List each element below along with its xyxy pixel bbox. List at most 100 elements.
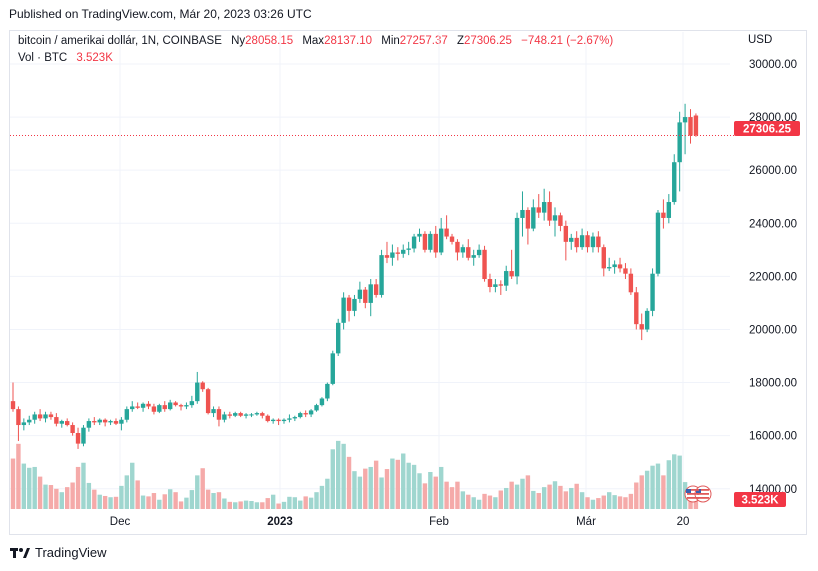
candle-body [243, 414, 249, 416]
price-tick-label: 30000.00 [749, 59, 797, 71]
time-tick-label: 2023 [267, 516, 293, 528]
candle-body [411, 236, 417, 249]
candle [384, 241, 390, 264]
candle [482, 245, 487, 282]
price-tick-label: 16000.00 [749, 431, 797, 443]
candle-body [449, 236, 455, 242]
candle [157, 403, 162, 414]
volume-value: 3.523K [76, 52, 113, 64]
volume-bar [319, 485, 325, 509]
candle-body [10, 401, 16, 410]
candle [525, 207, 531, 245]
candle [270, 418, 276, 424]
candle [325, 382, 330, 402]
candle [644, 308, 650, 333]
candle [590, 232, 596, 253]
chart-frame[interactable] [9, 30, 807, 535]
close-value: 27306.25 [463, 35, 512, 47]
candle [211, 406, 216, 418]
volume-bar [298, 500, 303, 509]
candle [666, 194, 672, 224]
candle-body [607, 267, 612, 269]
candle-body [81, 427, 86, 444]
candle [216, 406, 222, 427]
volume-bar [108, 497, 113, 509]
candle-body [476, 249, 482, 256]
volume-bar [607, 492, 612, 509]
candle [303, 410, 308, 418]
candle [612, 260, 617, 274]
candle-body [151, 406, 157, 412]
volume-bar [547, 484, 552, 509]
volume-bar [661, 475, 666, 509]
candle [238, 411, 243, 418]
volume-bar [81, 462, 86, 509]
volume-bar [579, 492, 585, 509]
candle [222, 411, 227, 423]
volume-bar [498, 490, 503, 509]
volume-bar [623, 497, 628, 509]
volume-bar [487, 495, 493, 509]
candle-body [200, 382, 205, 390]
candle [585, 231, 590, 253]
candle [70, 422, 75, 436]
volume-bar [476, 499, 482, 509]
candle-body [233, 413, 238, 416]
volume-bar [54, 488, 59, 509]
volume-bar [32, 466, 37, 509]
volume-bar [574, 483, 579, 509]
candle-body [352, 298, 357, 311]
candle [65, 418, 70, 427]
candle-body [422, 233, 428, 250]
candle-body [92, 421, 97, 423]
candle-body [487, 279, 493, 287]
volume-bar [536, 493, 541, 509]
candle-body [37, 414, 43, 419]
candle [233, 411, 238, 418]
volume-bar [639, 475, 644, 509]
candle [178, 403, 184, 411]
candle-body [346, 297, 352, 311]
volume-bar [97, 494, 102, 509]
candle-body [547, 202, 552, 221]
candle [16, 406, 21, 441]
candle [574, 231, 579, 253]
price-badge-bg [734, 121, 800, 136]
volume-bar [672, 454, 677, 509]
volume-bar [531, 490, 536, 509]
candle [579, 228, 585, 250]
candle [189, 395, 195, 408]
candle [596, 231, 601, 253]
volume-bar [563, 491, 569, 509]
candle [650, 268, 655, 317]
candle [476, 244, 482, 258]
open-value: 28058.15 [245, 35, 294, 47]
volume-bar [243, 500, 249, 509]
candle-body [373, 284, 379, 295]
us-flag-icon[interactable] [684, 485, 712, 503]
candle-body [693, 115, 699, 136]
candle-body [336, 322, 341, 354]
volume-bar [162, 494, 167, 509]
candle-body [287, 418, 292, 420]
volume-bar [433, 476, 438, 509]
candle [460, 244, 466, 258]
candle [655, 209, 661, 277]
candle [520, 191, 525, 237]
volume-bar [21, 463, 27, 509]
candle-body [672, 162, 677, 203]
candle-body [254, 413, 260, 415]
candle-body [21, 422, 27, 426]
candle-body [433, 233, 438, 253]
candle-body [460, 247, 466, 253]
volume-bar [48, 485, 54, 509]
volume-bar [482, 493, 487, 509]
volume-label: Vol · BTC [18, 52, 68, 64]
candle-body [569, 237, 574, 242]
candle [379, 249, 384, 298]
candle [43, 411, 48, 423]
volume-bar [27, 467, 32, 509]
candle-body [628, 273, 634, 293]
candle-body [108, 421, 113, 423]
